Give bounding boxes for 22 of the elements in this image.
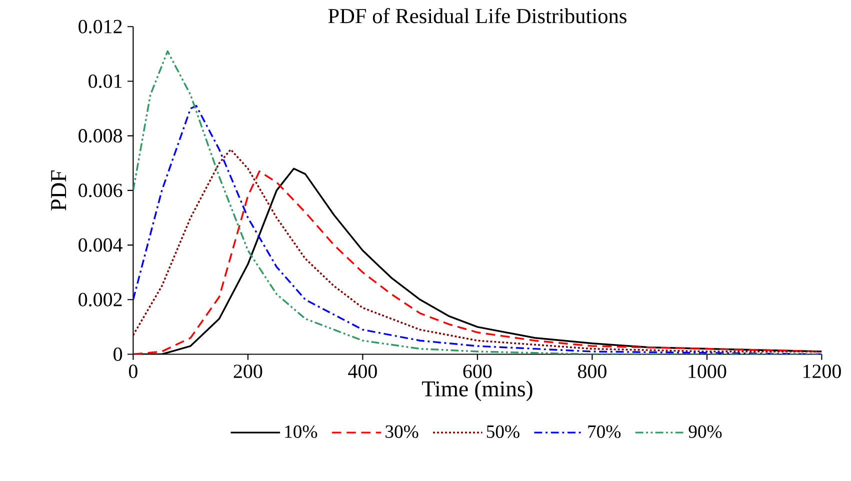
- legend-label: 70%: [588, 425, 621, 438]
- y-tick-label: 0.004: [78, 238, 122, 252]
- x-tick-label: 1000: [688, 364, 726, 378]
- x-tick-label: 400: [348, 364, 377, 378]
- legend-label: 30%: [386, 425, 418, 438]
- x-tick-label: 600: [463, 364, 492, 378]
- chart-title: PDF of Residual Life Distributions: [328, 8, 626, 24]
- x-tick-label: 1200: [803, 364, 841, 378]
- legend-label: 50%: [486, 425, 520, 438]
- y-tick-label: 0.002: [78, 292, 122, 307]
- y-tick-label: 0.006: [78, 184, 122, 198]
- x-axis-title: Time (mins): [422, 380, 532, 402]
- y-tick-label: 0.01: [88, 74, 122, 88]
- legend-label: 10%: [285, 425, 318, 438]
- x-tick-label: 0: [128, 364, 138, 378]
- y-tick-label: 0: [114, 348, 122, 362]
- x-tick-label: 800: [578, 364, 606, 378]
- x-tick-label: 200: [234, 364, 262, 378]
- y-axis-title: PDF: [51, 170, 66, 211]
- legend-label: 90%: [688, 425, 722, 438]
- y-tick-label: 0.012: [78, 20, 122, 34]
- y-tick-label: 0.008: [78, 129, 122, 143]
